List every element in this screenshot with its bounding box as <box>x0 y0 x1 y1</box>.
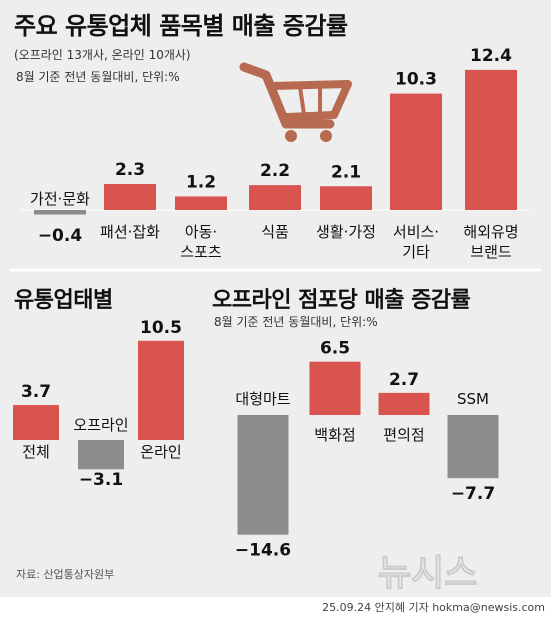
chart1-bar <box>34 210 86 215</box>
chart1-subtitle-1: (오프라인 13개사, 온라인 10개사) <box>14 48 191 62</box>
newsis-watermark: 뉴시스 <box>378 553 478 593</box>
chart1-category-label: 패션·잡화 <box>100 223 160 241</box>
chart3-bar <box>309 361 361 415</box>
source-note: 자료: 산업통상자원부 <box>16 568 115 581</box>
chart1-category-label: 식품 <box>261 223 289 241</box>
chart3-value-label: −7.7 <box>451 484 495 504</box>
chart1-bar <box>104 184 156 210</box>
chart3-title: 오프라인 점포당 매출 증감률 <box>212 288 471 313</box>
chart2-bar <box>13 405 59 440</box>
chart3-bar <box>378 392 430 415</box>
chart1-category-label: 스포츠 <box>180 243 222 261</box>
chart3-value-label: 2.7 <box>389 370 419 390</box>
chart1-value-label: 12.4 <box>470 46 512 66</box>
chart1-value-label: 1.2 <box>186 172 216 192</box>
chart2-category-label: 전체 <box>22 443 50 461</box>
chart2-title: 유통업태별 <box>14 288 113 313</box>
chart2-value-label: 3.7 <box>21 382 51 402</box>
chart1-value-label: 2.2 <box>260 161 290 181</box>
chart2-category-label: 온라인 <box>140 443 181 461</box>
chart2-category-label: 오프라인 <box>73 416 128 434</box>
chart3-category-label: 편의점 <box>383 426 424 444</box>
chart1-category-label: 브랜드 <box>470 243 512 261</box>
chart3-value-label: 6.5 <box>320 339 350 359</box>
watermark-text: 뉴시스 <box>378 553 477 592</box>
chart1-category-label: 생활·가정 <box>316 223 376 241</box>
chart1-value-label: 10.3 <box>395 70 437 90</box>
chart1-category-label: 해외유명 <box>463 223 518 241</box>
chart3-category-label: 대형마트 <box>235 390 290 408</box>
chart2-value-label: −3.1 <box>79 470 123 490</box>
chart1-bar <box>249 185 301 210</box>
chart1-bar <box>390 93 442 210</box>
infographic-card: 주요 유통업체 품목별 매출 증감률 (오프라인 13개사, 온라인 10개사)… <box>0 0 551 597</box>
chart2-bar <box>138 340 184 440</box>
byline-credit: 25.09.24 안지혜 기자 hokma@newsis.com <box>322 601 545 614</box>
chart3-subtitle: 8월 기준 전년 동월대비, 단위:% <box>214 315 378 329</box>
chart1-value-label: −0.4 <box>38 226 83 246</box>
chart1-category-label: 기타 <box>402 243 430 261</box>
chart3-category-label: SSM <box>457 390 489 408</box>
chart3-bar <box>447 415 499 479</box>
chart1-bar <box>320 186 372 210</box>
chart1-category-label: 서비스· <box>393 223 439 241</box>
chart1-value-label: 2.1 <box>331 162 361 182</box>
chart3-category-label: 백화점 <box>314 426 355 444</box>
footer: 25.09.24 안지혜 기자 hokma@newsis.com <box>0 597 551 617</box>
chart1-bar <box>175 196 227 210</box>
charts-svg: −0.4 가전·문화 2.3 패션·잡화 1.2 아동· 스포츠 2.2 식품 2.1 생활·가정 1… <box>10 46 541 561</box>
chart3-value-label: −14.6 <box>235 541 291 561</box>
chart2-bar <box>78 440 124 470</box>
chart2-value-label: 10.5 <box>140 318 182 338</box>
chart1-value-label: 2.3 <box>115 160 145 180</box>
chart1-title: 주요 유통업체 품목별 매출 증감률 <box>14 12 348 40</box>
chart1-category-label: 가전·문화 <box>30 190 90 208</box>
chart1-subtitle-2: 8월 기준 전년 동월대비, 단위:% <box>16 70 180 84</box>
chart1-bar <box>465 69 517 210</box>
chart1-category-label: 아동· <box>185 223 217 241</box>
chart3-bar <box>237 415 289 535</box>
shopping-cart-icon <box>239 62 352 142</box>
